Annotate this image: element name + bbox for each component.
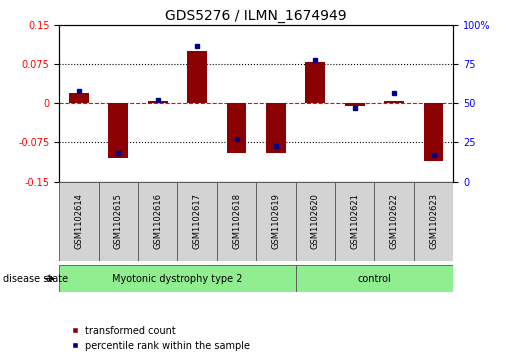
Bar bbox=[345, 103, 365, 106]
Bar bbox=[414, 182, 453, 261]
Bar bbox=[99, 182, 138, 261]
Bar bbox=[305, 62, 325, 103]
Text: GSM1102616: GSM1102616 bbox=[153, 193, 162, 249]
Bar bbox=[296, 265, 453, 292]
Text: GSM1102614: GSM1102614 bbox=[75, 193, 83, 249]
Legend: transformed count, percentile rank within the sample: transformed count, percentile rank withi… bbox=[66, 322, 254, 355]
Text: GSM1102617: GSM1102617 bbox=[193, 193, 201, 249]
Text: GSM1102622: GSM1102622 bbox=[390, 193, 399, 249]
Text: disease state: disease state bbox=[3, 274, 67, 284]
Text: GSM1102619: GSM1102619 bbox=[271, 193, 280, 249]
Bar bbox=[384, 101, 404, 103]
Bar bbox=[59, 265, 296, 292]
Text: GSM1102621: GSM1102621 bbox=[350, 193, 359, 249]
Bar bbox=[227, 103, 246, 153]
Text: Myotonic dystrophy type 2: Myotonic dystrophy type 2 bbox=[112, 274, 243, 284]
Bar bbox=[148, 101, 167, 103]
Bar bbox=[187, 52, 207, 103]
Bar bbox=[138, 182, 177, 261]
Bar bbox=[109, 103, 128, 158]
Text: GSM1102618: GSM1102618 bbox=[232, 193, 241, 249]
Bar bbox=[69, 93, 89, 103]
Bar bbox=[335, 182, 374, 261]
Text: control: control bbox=[357, 274, 391, 284]
Text: GSM1102620: GSM1102620 bbox=[311, 193, 320, 249]
Bar bbox=[374, 182, 414, 261]
Bar bbox=[424, 103, 443, 161]
Bar bbox=[296, 182, 335, 261]
Text: GSM1102623: GSM1102623 bbox=[429, 193, 438, 249]
Text: GSM1102615: GSM1102615 bbox=[114, 193, 123, 249]
Bar bbox=[256, 182, 296, 261]
Bar bbox=[266, 103, 286, 153]
Bar bbox=[59, 182, 99, 261]
Title: GDS5276 / ILMN_1674949: GDS5276 / ILMN_1674949 bbox=[165, 9, 347, 23]
Bar bbox=[177, 182, 217, 261]
Bar bbox=[217, 182, 256, 261]
